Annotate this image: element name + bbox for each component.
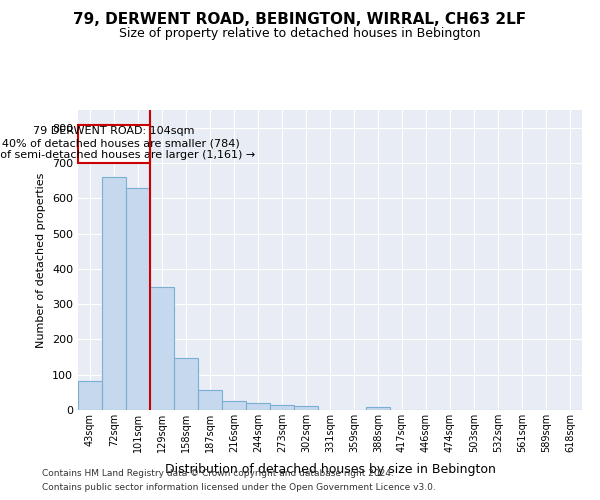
Text: Size of property relative to detached houses in Bebington: Size of property relative to detached ho… [119,28,481,40]
Bar [270,404,294,410]
Text: 79 DERWENT ROAD: 104sqm: 79 DERWENT ROAD: 104sqm [33,126,195,136]
Text: ← 40% of detached houses are smaller (784): ← 40% of detached houses are smaller (78… [0,138,239,148]
Bar [150,287,174,410]
Bar [222,401,246,410]
FancyBboxPatch shape [78,125,150,163]
Bar [174,358,198,410]
Bar [198,390,222,410]
Bar [78,380,102,410]
Bar [126,188,150,410]
Bar [246,403,270,410]
Bar [366,407,390,410]
Text: Contains public sector information licensed under the Open Government Licence v3: Contains public sector information licen… [42,484,436,492]
Text: 79, DERWENT ROAD, BEBINGTON, WIRRAL, CH63 2LF: 79, DERWENT ROAD, BEBINGTON, WIRRAL, CH6… [73,12,527,28]
Bar [294,406,318,410]
Y-axis label: Number of detached properties: Number of detached properties [37,172,46,348]
X-axis label: Distribution of detached houses by size in Bebington: Distribution of detached houses by size … [164,464,496,476]
Bar [102,177,126,410]
Text: 59% of semi-detached houses are larger (1,161) →: 59% of semi-detached houses are larger (… [0,150,256,160]
Text: Contains HM Land Registry data © Crown copyright and database right 2024.: Contains HM Land Registry data © Crown c… [42,468,394,477]
